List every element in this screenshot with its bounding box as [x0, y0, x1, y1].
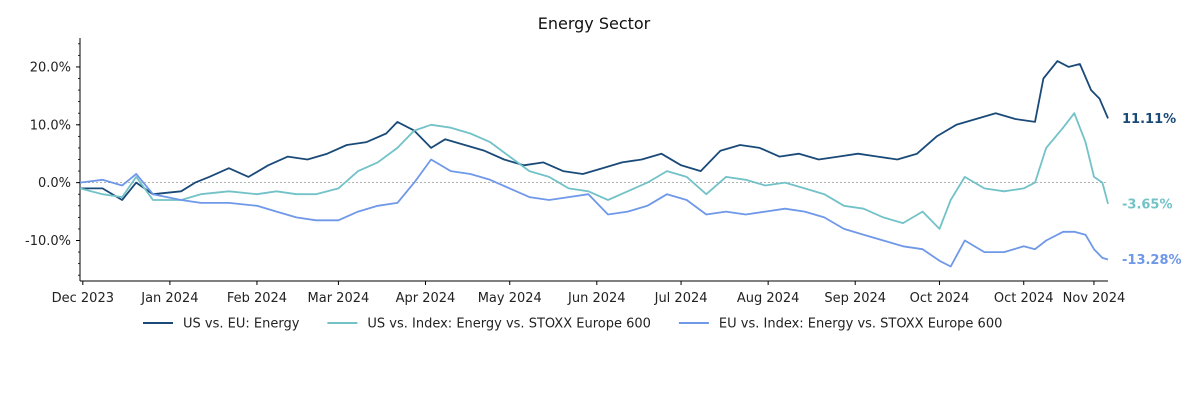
legend: US vs. EU: Energy US vs. Index: Energy vs…: [143, 317, 1002, 332]
y-tick-label: -10.0%: [25, 234, 71, 249]
series-line-1: [80, 60, 1109, 201]
x-tick-label: Oct 2024: [994, 291, 1054, 306]
series-line-3: [79, 158, 1109, 268]
axes: -10.0% 0.0% 10.0% 20.0% Dec 2023 Jan 2024 Feb …: [25, 38, 1125, 306]
end-value-labels: 11.11% -3.65% -13.28%: [1122, 112, 1182, 268]
x-tick-label: Apr 2024: [396, 291, 456, 306]
end-value-label-1: 11.11%: [1122, 112, 1176, 127]
end-value-label-2: -3.65%: [1122, 197, 1173, 212]
x-tick-label: May 2024: [478, 291, 542, 306]
end-value-label-3: -13.28%: [1122, 253, 1182, 268]
legend-label-1: US vs. EU: Energy: [183, 317, 300, 332]
series-line-2: [79, 112, 1109, 230]
y-tick-label: 10.0%: [30, 118, 71, 133]
x-tick-label: Mar 2024: [308, 291, 370, 306]
series-lines: [79, 60, 1109, 268]
x-tick-label: Nov 2024: [1063, 291, 1126, 306]
legend-label-3: EU vs. Index: Energy vs. STOXX Europe 60…: [719, 317, 1002, 332]
legend-label-2: US vs. Index: Energy vs. STOXX Europe 60…: [367, 317, 651, 332]
x-tick-label: Oct 2024: [910, 291, 970, 306]
x-tick-label: Jul 2024: [654, 291, 708, 306]
x-tick-label: Aug 2024: [737, 291, 800, 306]
x-tick-label: Jun 2024: [567, 291, 626, 306]
x-tick-label: Dec 2023: [52, 291, 114, 306]
y-tick-label: 0.0%: [38, 176, 71, 191]
y-tick-label: 20.0%: [30, 60, 71, 75]
x-tick-label: Feb 2024: [227, 291, 287, 306]
chart-title: Energy Sector: [538, 14, 651, 33]
x-tick-label: Jan 2024: [140, 291, 198, 306]
x-tick-label: Sep 2024: [824, 291, 886, 306]
